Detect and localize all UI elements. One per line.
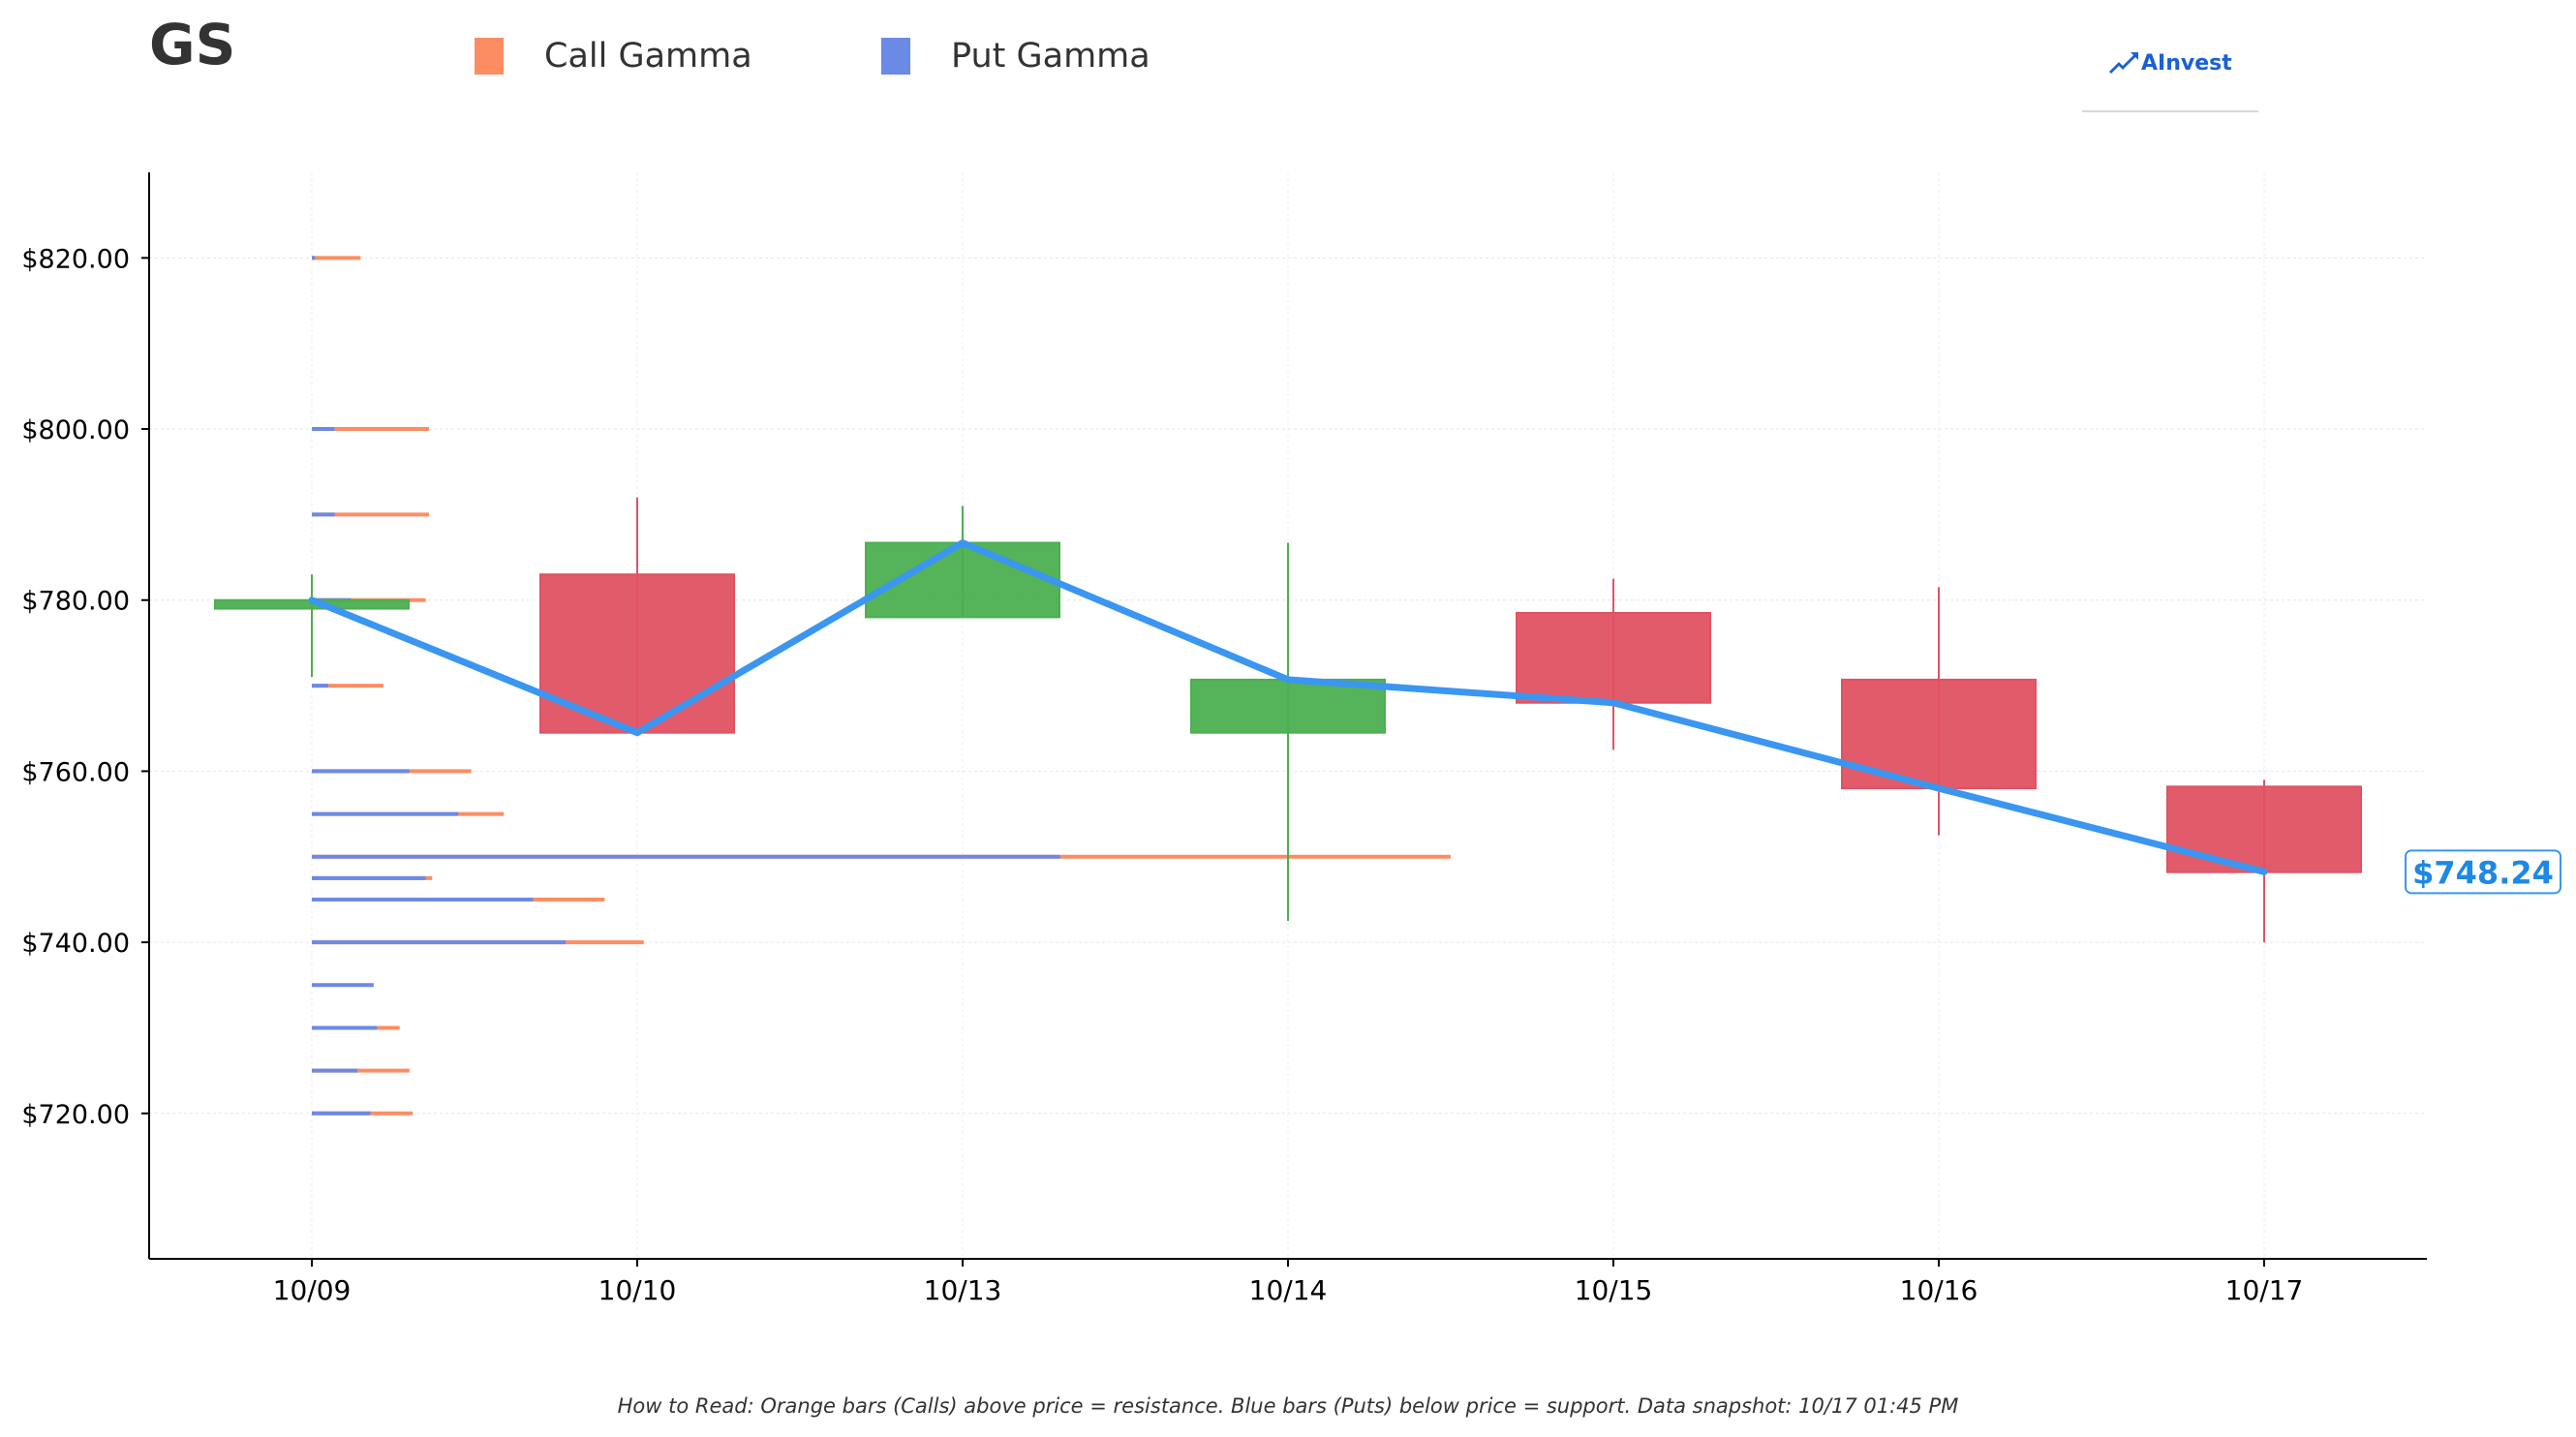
legend-put-gamma: Put Gamma (881, 37, 1150, 76)
candle-body (1516, 611, 1711, 704)
x-tick-label: 10/13 (924, 1274, 1002, 1306)
logo-text: AInvest (2141, 51, 2232, 76)
gamma-candlestick-chart: $748.24 $720.00 $740.00 $760.00 $780.00 $800… (21, 172, 2561, 1306)
x-tick-label: 10/15 (1575, 1274, 1653, 1306)
y-tick-label: $820.00 (21, 244, 130, 274)
y-tick-label: $720.00 (21, 1100, 130, 1130)
ticker-title: GS (149, 12, 236, 77)
y-tick-label: $760.00 (21, 757, 130, 787)
last-price-box (2405, 849, 2561, 895)
x-tick-label: 10/09 (273, 1274, 352, 1306)
candle-body (2166, 785, 2362, 873)
ainvest-logo: AInvest (2082, 43, 2258, 112)
x-tick-label: 10/10 (598, 1274, 677, 1306)
candle-body (1190, 678, 1386, 734)
y-tick-label: $740.00 (21, 929, 130, 959)
price-line-layer: $748.24 (308, 539, 2561, 895)
footer-note: How to Read: Orange bars (Calls) above p… (617, 1394, 1959, 1418)
legend-call-gamma: Call Gamma (475, 37, 752, 76)
legend-label-put-gamma: Put Gamma (951, 37, 1150, 76)
gamma-bars (312, 256, 1451, 1116)
legend-label-call-gamma: Call Gamma (544, 37, 752, 76)
x-tick-label: 10/16 (1900, 1274, 1978, 1306)
y-tick-label: $780.00 (21, 587, 130, 617)
candle-body (539, 573, 735, 734)
logo-underline (2082, 110, 2258, 112)
candles (214, 497, 2362, 943)
price-line (308, 539, 2268, 875)
axes: $720.00 $740.00 $760.00 $780.00 $800.00 $820.… (21, 172, 2427, 1306)
call-gamma-swatch-icon (475, 38, 504, 75)
y-tick-label: $800.00 (21, 415, 130, 445)
x-tick-label: 10/17 (2225, 1274, 2304, 1306)
x-tick-label: 10/14 (1249, 1274, 1328, 1306)
put-gamma-swatch-icon (881, 38, 910, 75)
last-price-label: $748.24 (2412, 854, 2554, 891)
ainvest-chart-icon (2109, 52, 2138, 74)
